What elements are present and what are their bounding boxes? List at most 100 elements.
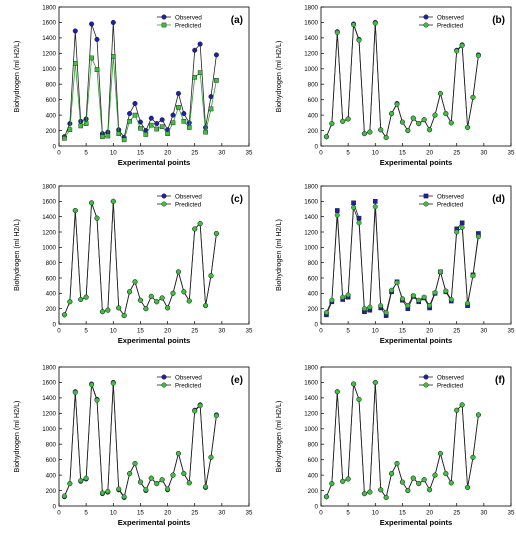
y-tick-label: 600 [308, 275, 319, 282]
x-tick-label: 35 [508, 328, 515, 335]
data-point-predicted [345, 292, 351, 298]
data-point-predicted [372, 204, 378, 210]
data-point-predicted [334, 212, 340, 218]
legend-marker [161, 22, 167, 28]
data-point-predicted [72, 61, 78, 66]
y-axis-label: Biohydrogen (ml H2/L) [12, 401, 21, 473]
y-tick-label: 1400 [42, 395, 56, 402]
y-tick-label: 600 [308, 457, 319, 464]
data-point-predicted [323, 134, 329, 140]
x-tick-label: 0 [57, 150, 61, 157]
data-point-predicted [83, 294, 89, 300]
legend-marker [423, 22, 429, 28]
data-point-predicted [83, 475, 89, 481]
data-point-predicted [361, 306, 367, 312]
y-tick-label: 1600 [42, 199, 56, 206]
data-point-predicted [459, 224, 465, 230]
x-tick-label: 0 [319, 150, 323, 157]
y-tick-label: 1200 [42, 411, 56, 418]
plot-frame [58, 185, 250, 325]
data-point-observed [154, 121, 160, 127]
y-tick-label: 1400 [304, 214, 318, 221]
data-point-predicted [340, 478, 346, 484]
data-point-observed [94, 36, 100, 42]
data-point-predicted [367, 489, 373, 495]
y-tick-label: 800 [308, 82, 319, 89]
x-axis-label: Experimental points [380, 158, 453, 167]
data-point-predicted [127, 471, 133, 477]
legend-label-predicted: Predicted [175, 201, 202, 208]
legend-label-observed: Observed [437, 14, 464, 21]
data-point-predicted [465, 124, 471, 130]
x-tick-label: 10 [372, 328, 379, 335]
data-point-predicted [186, 125, 192, 130]
y-tick-label: 1400 [304, 35, 318, 42]
chart-panel: 0 200 400 600 800 1000 1200 1400 1600 1800 0 5 10 15 2… [274, 4, 515, 167]
data-point-predicted [432, 472, 438, 478]
data-point-predicted [181, 289, 187, 295]
data-point-predicted [105, 307, 111, 313]
y-tick-label: 400 [308, 112, 319, 119]
x-tick-label: 20 [426, 150, 433, 157]
data-point-predicted [475, 234, 481, 240]
data-point-predicted [372, 20, 378, 26]
data-point-predicted [138, 125, 143, 131]
data-point-predicted [110, 54, 116, 59]
data-point-predicted [351, 381, 357, 387]
data-point-predicted [72, 389, 78, 395]
data-point-predicted [67, 299, 73, 305]
y-tick-label: 1800 [304, 183, 318, 190]
panel-label: (c) [231, 194, 243, 205]
data-point-predicted [427, 303, 433, 309]
x-tick-label: 5 [346, 510, 350, 517]
y-tick-label: 1600 [304, 380, 318, 387]
x-tick-label: 30 [480, 328, 487, 335]
data-point-predicted [340, 118, 346, 124]
data-point-observed [351, 200, 356, 206]
data-point-predicted [378, 487, 384, 493]
legend-label-observed: Observed [175, 193, 202, 200]
data-point-predicted [132, 461, 138, 467]
data-point-observed [181, 111, 187, 117]
data-point-predicted [427, 487, 433, 493]
data-point-predicted [356, 220, 362, 226]
x-tick-label: 30 [218, 328, 225, 335]
y-tick-label: 1400 [304, 395, 318, 402]
x-tick-label: 10 [110, 150, 117, 157]
y-tick-label: 1800 [304, 4, 318, 11]
y-tick-label: 1400 [42, 35, 56, 42]
legend-marker [423, 14, 429, 20]
legend-label-predicted: Predicted [175, 382, 202, 389]
data-point-observed [127, 111, 133, 117]
y-tick-label: 200 [308, 306, 319, 313]
panel-label: (b) [492, 15, 505, 26]
data-point-predicted [470, 454, 476, 460]
data-point-predicted [132, 279, 138, 285]
data-point-observed [159, 117, 165, 123]
data-point-predicted [459, 402, 465, 408]
data-point-predicted [394, 280, 400, 286]
data-point-predicted [94, 215, 100, 221]
data-point-observed [192, 47, 198, 53]
data-point-predicted [105, 133, 111, 139]
chart-panel: 0 200 400 600 800 1000 1200 1400 1600 1800 0 5 10 15 2… [12, 183, 253, 345]
data-point-predicted [121, 313, 127, 319]
data-point-predicted [186, 298, 192, 304]
data-point-predicted [383, 135, 389, 141]
x-axis-label: Experimental points [380, 336, 453, 345]
data-point-predicted [116, 486, 122, 492]
y-tick-label: 0 [53, 143, 57, 150]
y-tick-label: 200 [308, 128, 319, 135]
y-tick-label: 200 [46, 306, 57, 313]
data-point-observed [132, 101, 138, 107]
plot-frame [320, 185, 512, 325]
x-tick-label: 35 [246, 510, 253, 517]
data-point-predicted [470, 94, 476, 100]
y-tick-label: 1200 [42, 229, 56, 236]
data-point-predicted [78, 123, 84, 129]
x-tick-label: 25 [191, 328, 198, 335]
